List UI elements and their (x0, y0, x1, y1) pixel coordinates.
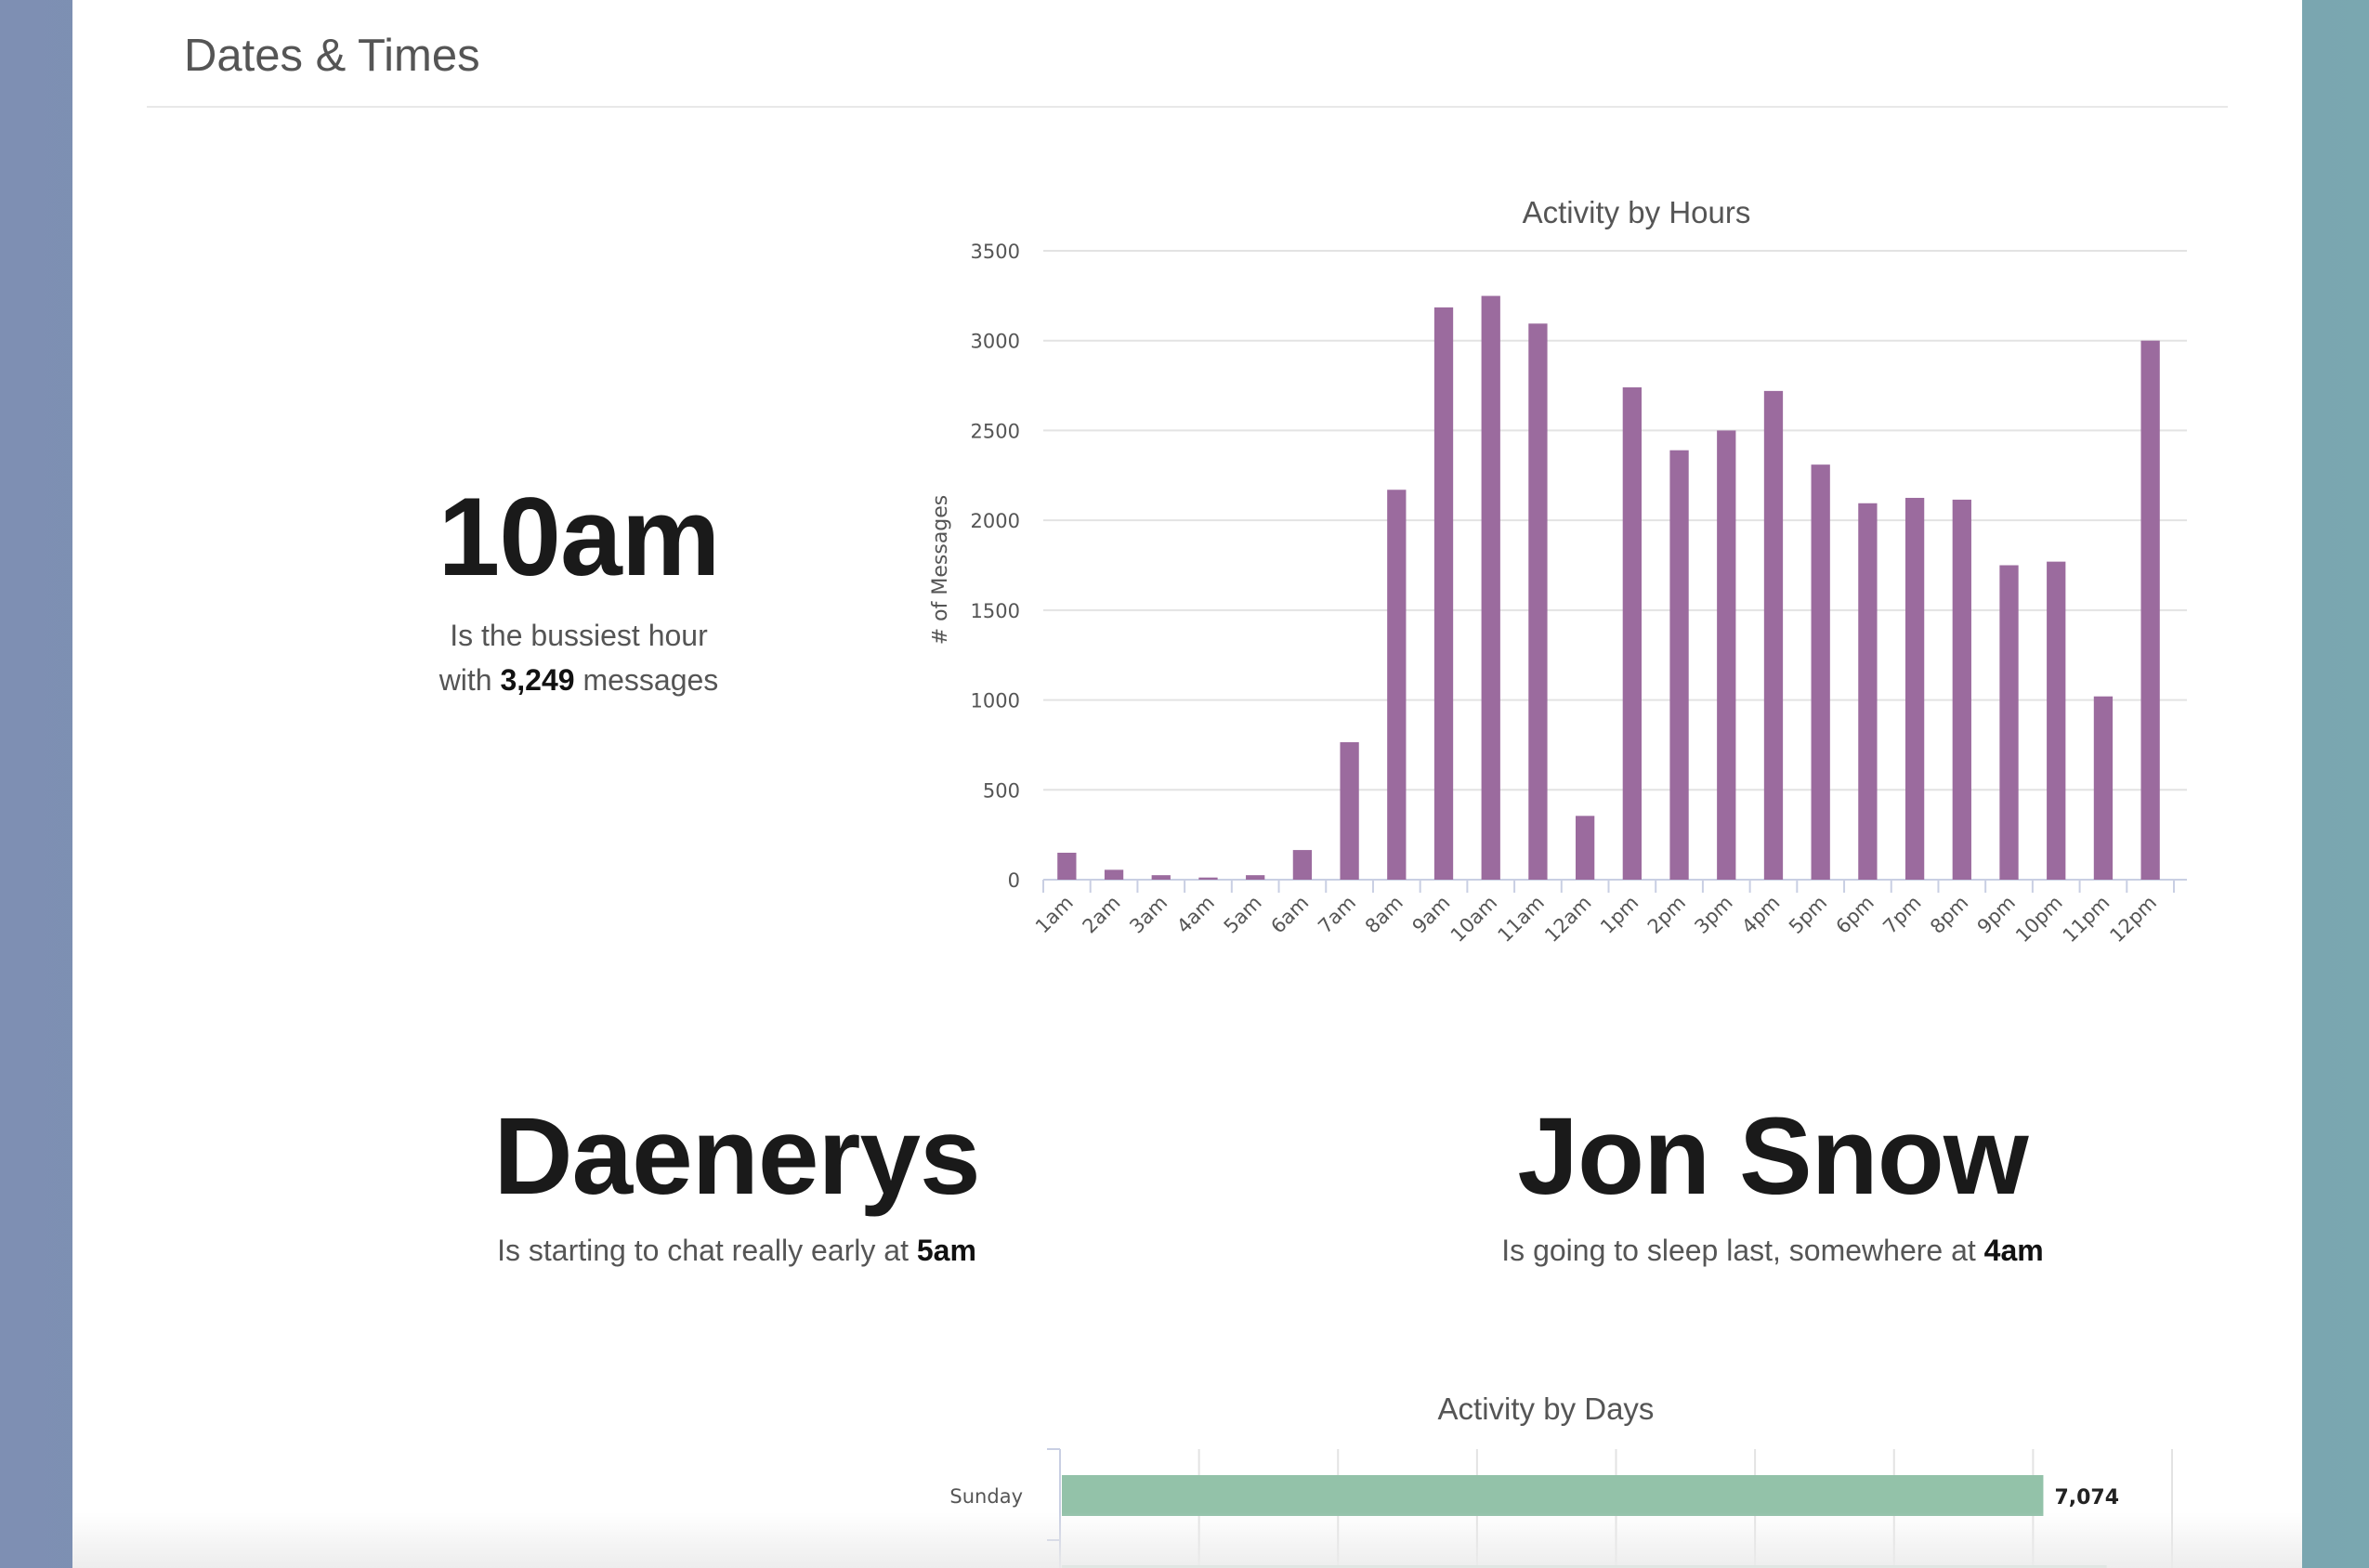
early-bird-stat: Daenerys Is starting to chat really earl… (360, 1102, 1113, 1273)
section-title: Dates & Times (184, 31, 480, 81)
night-owl-stat: Jon Snow Is going to sleep last, somewhe… (1345, 1102, 2200, 1273)
bar-9pm (1999, 565, 2019, 880)
chart-title: Activity by Days (1438, 1392, 1655, 1426)
bar-1pm (1622, 387, 1642, 880)
bar-1am (1057, 852, 1077, 880)
busiest-hour-messages: messages (582, 663, 719, 697)
bar-9am (1433, 307, 1454, 880)
bar-7pm (1904, 497, 1925, 880)
bar-5pm (1811, 464, 1830, 880)
bar-Sunday (1062, 1475, 2044, 1516)
night-owl-time: 4am (1983, 1234, 2044, 1267)
y-tick-label: 2500 (971, 420, 1020, 442)
bar-11pm (2093, 696, 2114, 880)
activity-by-hours-chart: Activity by Hours 0 500 1000 1500 2000 2500 300… (929, 195, 2187, 947)
bar-8pm (1952, 499, 1971, 880)
bar-2am (1104, 869, 1124, 880)
bar-3am (1151, 875, 1171, 880)
y-tick-label: 1000 (971, 690, 1020, 712)
night-owl-name: Jon Snow (1517, 1095, 2028, 1218)
chart-title: Activity by Hours (1523, 195, 1751, 229)
bar-4am (1198, 877, 1218, 880)
y-tick-label: Sunday (949, 1485, 1023, 1508)
y-tick-label: 1500 (971, 600, 1020, 622)
bar-8am (1387, 490, 1407, 880)
busiest-hour-count: 3,249 (500, 663, 575, 697)
busiest-hour-stat: 10am Is the bussiest hour with 3,249 mes… (286, 481, 871, 702)
early-bird-caption: Is starting to chat really early at 5am (360, 1228, 1113, 1273)
y-tick-label: 2000 (971, 510, 1020, 532)
bar-10am (1481, 295, 1500, 881)
y-tick-label: 3000 (971, 331, 1020, 353)
night-owl-text: Is going to sleep last, somewhere at (1501, 1234, 1976, 1267)
bar-4pm (1763, 390, 1784, 881)
bar-3pm (1717, 430, 1736, 880)
bar-12am (1576, 816, 1595, 880)
data-label: 7,074 (2054, 1486, 2119, 1509)
bar-10pm (2047, 561, 2066, 880)
bar-5am (1246, 875, 1265, 880)
y-tick-label: 3500 (971, 241, 1020, 263)
y-axis-label: # of Messages (929, 495, 952, 646)
dates-times-card: Dates & Times 10am Is the bussiest hour … (72, 0, 2302, 1568)
bar-11am (1528, 323, 1548, 880)
y-tick-label: 500 (983, 779, 1020, 802)
night-owl-caption: Is going to sleep last, somewhere at 4am (1345, 1228, 2200, 1273)
bar-partial (1062, 1565, 2107, 1568)
busiest-hour-value: 10am (438, 475, 721, 599)
early-bird-name: Daenerys (493, 1095, 980, 1218)
early-bird-time: 5am (916, 1234, 976, 1267)
busiest-hour-with: with (438, 663, 492, 697)
bar-2pm (1669, 450, 1689, 880)
bar-6am (1292, 850, 1313, 880)
bar-6pm (1858, 503, 1878, 880)
bar-12pm (2140, 340, 2160, 880)
busiest-hour-line1: Is the bussiest hour (450, 619, 708, 652)
title-divider (147, 106, 2228, 108)
early-bird-text: Is starting to chat really early at (497, 1234, 909, 1267)
busiest-hour-caption: Is the bussiest hour with 3,249 messages (286, 613, 871, 702)
bar-7am (1340, 742, 1359, 880)
activity-by-days-chart: Activity by Days Sunday 7,074 (949, 1392, 2173, 1568)
y-tick-label: 0 (1008, 869, 1020, 892)
